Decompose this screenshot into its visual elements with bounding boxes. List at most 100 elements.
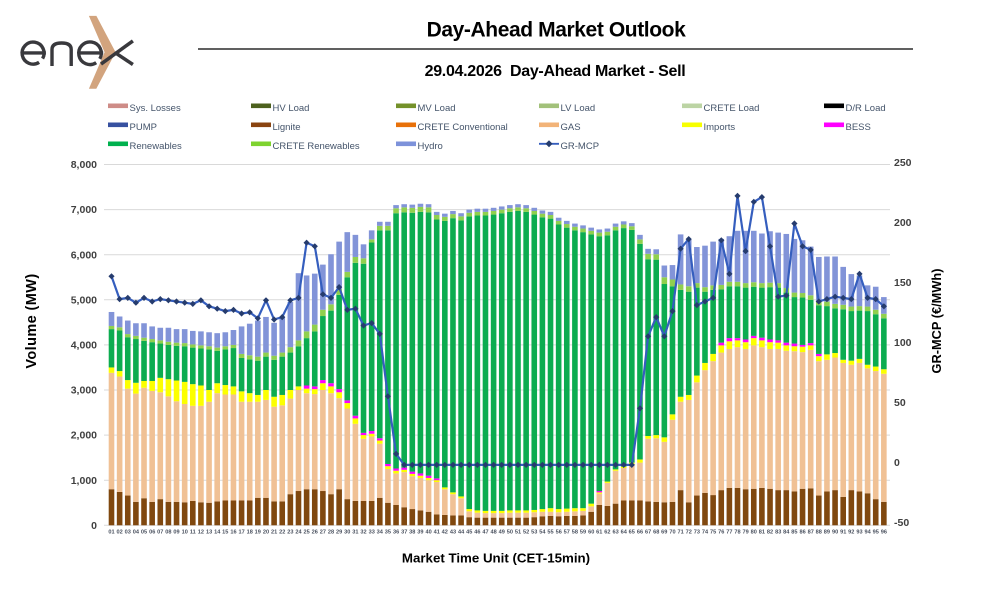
svg-text:11: 11 — [190, 529, 196, 535]
svg-text:78: 78 — [734, 529, 740, 535]
svg-text:20: 20 — [263, 529, 269, 535]
svg-text:CRETE Renewables: CRETE Renewables — [273, 141, 360, 152]
svg-text:36: 36 — [393, 529, 399, 535]
svg-text:91: 91 — [840, 529, 846, 535]
svg-text:2,000: 2,000 — [71, 430, 97, 442]
svg-text:GR-MCP (€/MWh): GR-MCP (€/MWh) — [929, 269, 944, 374]
svg-text:45: 45 — [466, 529, 472, 535]
svg-text:PUMP: PUMP — [130, 122, 157, 133]
svg-text:52: 52 — [523, 529, 529, 535]
svg-text:85: 85 — [791, 529, 797, 535]
svg-text:60: 60 — [588, 529, 594, 535]
svg-text:70: 70 — [669, 529, 675, 535]
svg-text:05: 05 — [141, 529, 147, 535]
svg-text:75: 75 — [710, 529, 716, 535]
svg-text:03: 03 — [125, 529, 131, 535]
svg-text:79: 79 — [742, 529, 748, 535]
svg-text:150: 150 — [894, 277, 912, 289]
svg-text:23: 23 — [287, 529, 293, 535]
svg-text:87: 87 — [808, 529, 814, 535]
svg-text:67: 67 — [645, 529, 651, 535]
svg-text:250: 250 — [894, 157, 912, 169]
svg-text:93: 93 — [856, 529, 862, 535]
svg-text:D/R Load: D/R Load — [846, 103, 886, 114]
svg-text:GR-MCP: GR-MCP — [561, 141, 600, 152]
svg-text:HV Load: HV Load — [273, 103, 310, 114]
svg-text:96: 96 — [881, 529, 887, 535]
svg-text:74: 74 — [702, 529, 709, 535]
svg-text:18: 18 — [247, 529, 253, 535]
svg-text:94: 94 — [864, 529, 871, 535]
svg-text:10: 10 — [182, 529, 188, 535]
svg-text:81: 81 — [759, 529, 765, 535]
svg-text:80: 80 — [751, 529, 757, 535]
svg-text:53: 53 — [531, 529, 537, 535]
svg-text:31: 31 — [352, 529, 358, 535]
svg-text:58: 58 — [572, 529, 578, 535]
svg-text:40: 40 — [425, 529, 431, 535]
svg-text:44: 44 — [458, 529, 465, 535]
svg-text:54: 54 — [539, 529, 546, 535]
svg-text:64: 64 — [621, 529, 628, 535]
svg-text:24: 24 — [295, 529, 302, 535]
svg-text:88: 88 — [816, 529, 822, 535]
svg-text:65: 65 — [629, 529, 635, 535]
svg-text:02: 02 — [116, 529, 122, 535]
svg-text:41: 41 — [434, 529, 440, 535]
svg-text:73: 73 — [694, 529, 700, 535]
svg-text:83: 83 — [775, 529, 781, 535]
svg-text:3,000: 3,000 — [71, 385, 97, 397]
svg-text:0: 0 — [91, 520, 97, 532]
svg-text:39: 39 — [417, 529, 423, 535]
svg-text:92: 92 — [848, 529, 854, 535]
svg-text:86: 86 — [799, 529, 805, 535]
svg-text:100: 100 — [894, 337, 912, 349]
svg-text:30: 30 — [344, 529, 350, 535]
svg-text:5,000: 5,000 — [71, 294, 97, 306]
svg-text:LV Load: LV Load — [561, 103, 596, 114]
svg-text:77: 77 — [726, 529, 732, 535]
svg-text:21: 21 — [271, 529, 277, 535]
svg-text:46: 46 — [474, 529, 480, 535]
svg-text:09: 09 — [173, 529, 179, 535]
svg-text:01: 01 — [108, 529, 114, 535]
svg-text:08: 08 — [165, 529, 171, 535]
svg-text:68: 68 — [653, 529, 659, 535]
svg-text:56: 56 — [556, 529, 562, 535]
svg-text:BESS: BESS — [846, 122, 871, 133]
svg-text:14: 14 — [214, 529, 221, 535]
svg-text:GAS: GAS — [561, 122, 581, 133]
svg-text:Sys. Losses: Sys. Losses — [130, 103, 181, 114]
svg-text:0: 0 — [894, 457, 900, 469]
svg-text:55: 55 — [547, 529, 553, 535]
svg-text:42: 42 — [442, 529, 448, 535]
svg-text:Day-Ahead Market Outlook: Day-Ahead Market Outlook — [427, 19, 687, 42]
svg-text:07: 07 — [157, 529, 163, 535]
svg-text:76: 76 — [718, 529, 724, 535]
svg-text:25: 25 — [303, 529, 309, 535]
svg-text:48: 48 — [490, 529, 496, 535]
svg-text:Renewables: Renewables — [130, 141, 183, 152]
svg-text:37: 37 — [401, 529, 407, 535]
svg-text:28: 28 — [328, 529, 334, 535]
svg-text:Lignite: Lignite — [273, 122, 301, 133]
svg-text:47: 47 — [482, 529, 488, 535]
svg-text:90: 90 — [832, 529, 838, 535]
svg-text:Imports: Imports — [704, 122, 736, 133]
svg-text:69: 69 — [661, 529, 667, 535]
svg-text:43: 43 — [450, 529, 456, 535]
svg-text:7,000: 7,000 — [71, 204, 97, 216]
svg-text:29: 29 — [336, 529, 342, 535]
svg-text:4,000: 4,000 — [71, 340, 97, 352]
svg-text:59: 59 — [580, 529, 586, 535]
svg-text:200: 200 — [894, 217, 912, 229]
svg-text:35: 35 — [385, 529, 391, 535]
svg-text:6,000: 6,000 — [71, 249, 97, 261]
svg-text:16: 16 — [230, 529, 236, 535]
svg-text:CRETE Conventional: CRETE Conventional — [418, 122, 508, 133]
svg-text:63: 63 — [612, 529, 618, 535]
svg-text:57: 57 — [564, 529, 570, 535]
svg-text:1,000: 1,000 — [71, 475, 97, 487]
svg-text:49: 49 — [499, 529, 505, 535]
svg-text:Volume (MW): Volume (MW) — [24, 273, 40, 368]
